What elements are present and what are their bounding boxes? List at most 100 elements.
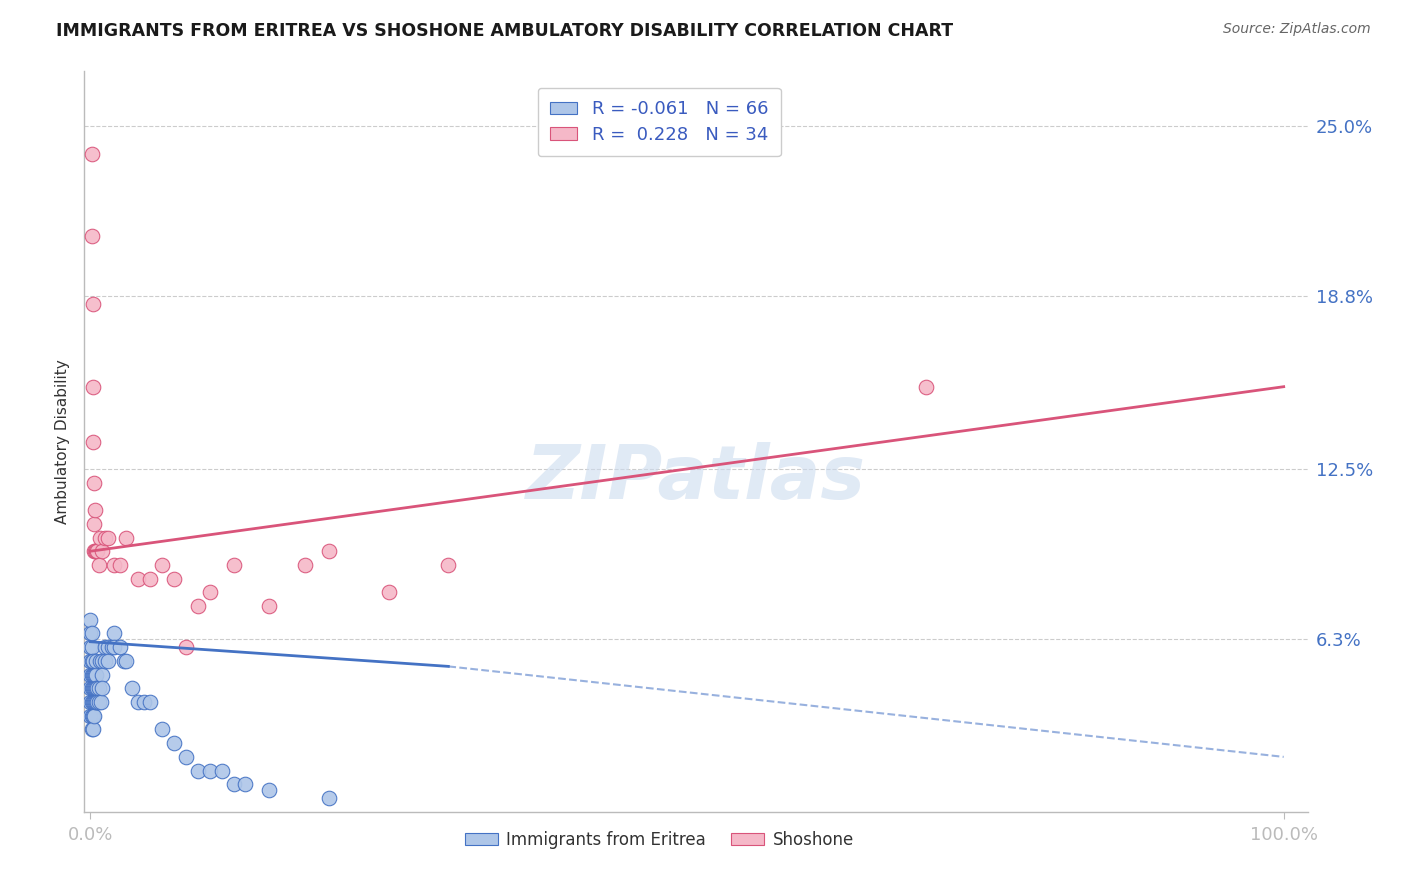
Point (187, 599, 209, 613)
Point (150, 558, 173, 572)
Point (187, 764, 209, 778)
Point (132, 695, 155, 709)
Point (84, 681, 107, 696)
Point (83, 695, 105, 709)
Point (84, 695, 107, 709)
Point (93, 640, 115, 655)
Point (150, 723, 173, 737)
Point (79, 695, 101, 709)
Point (80, 626, 103, 640)
Point (86, 695, 108, 709)
Point (83, 516, 105, 531)
Point (259, 782, 281, 797)
Point (80, 681, 103, 696)
Point (82, 380, 104, 394)
Point (93, 531, 115, 545)
Point (84, 654, 107, 668)
Point (80, 146, 103, 161)
Point (914, 380, 936, 394)
Point (235, 777, 257, 791)
Point (84, 544, 107, 558)
Point (222, 558, 245, 572)
Point (83, 708, 105, 723)
Point (89, 654, 111, 668)
Point (163, 572, 186, 586)
Point (79, 654, 101, 668)
Point (174, 640, 197, 655)
Point (198, 585, 221, 599)
Point (103, 558, 125, 572)
Point (108, 640, 131, 655)
Point (115, 531, 138, 545)
Point (97, 640, 120, 655)
Point (83, 544, 105, 558)
Point (80, 667, 103, 681)
Point (82, 723, 104, 737)
Point (90, 695, 112, 709)
Point (84, 695, 107, 709)
Point (82, 297, 104, 311)
Point (83, 475, 105, 490)
Point (79, 681, 101, 696)
Point (80, 695, 103, 709)
Point (93, 654, 115, 668)
Point (318, 791, 340, 805)
Point (108, 558, 131, 572)
Point (87, 681, 110, 696)
Point (82, 681, 104, 696)
Point (86, 544, 108, 558)
Point (87, 695, 110, 709)
Point (82, 708, 104, 723)
Point (80, 723, 103, 737)
Point (294, 558, 316, 572)
Point (80, 654, 103, 668)
Point (91, 544, 114, 558)
Point (79, 613, 101, 627)
Point (84, 503, 107, 517)
Point (112, 654, 135, 668)
Y-axis label: Ambulatory Disability: Ambulatory Disability (55, 359, 70, 524)
Point (318, 544, 340, 558)
Point (127, 695, 149, 709)
Text: ZIPatlas: ZIPatlas (526, 442, 866, 515)
Point (121, 681, 143, 696)
Point (103, 640, 125, 655)
Point (83, 681, 105, 696)
Point (82, 434, 104, 449)
Point (103, 626, 125, 640)
Point (139, 695, 162, 709)
Point (259, 599, 281, 613)
Point (84, 667, 107, 681)
Point (83, 667, 105, 681)
Text: IMMIGRANTS FROM ERITREA VS SHOSHONE AMBULATORY DISABILITY CORRELATION CHART: IMMIGRANTS FROM ERITREA VS SHOSHONE AMBU… (56, 22, 953, 40)
Point (91, 681, 114, 696)
Point (91, 667, 114, 681)
Text: Source: ZipAtlas.com: Source: ZipAtlas.com (1223, 22, 1371, 37)
Point (79, 626, 101, 640)
Point (101, 640, 124, 655)
Point (198, 764, 221, 778)
Point (86, 681, 108, 696)
Point (89, 531, 111, 545)
Point (84, 667, 107, 681)
Point (82, 667, 104, 681)
Point (222, 777, 245, 791)
Point (87, 558, 110, 572)
Point (80, 228, 103, 243)
Point (80, 708, 103, 723)
Point (139, 572, 162, 586)
Point (79, 667, 101, 681)
Point (115, 654, 138, 668)
Point (163, 736, 186, 750)
Point (84, 681, 107, 696)
Legend: Immigrants from Eritrea, Shoshone: Immigrants from Eritrea, Shoshone (458, 824, 860, 855)
Point (80, 640, 103, 655)
Point (437, 558, 460, 572)
Point (97, 654, 120, 668)
Point (79, 640, 101, 655)
Point (82, 654, 104, 668)
Point (127, 572, 149, 586)
Point (91, 654, 114, 668)
Point (174, 750, 197, 764)
Point (84, 544, 107, 558)
